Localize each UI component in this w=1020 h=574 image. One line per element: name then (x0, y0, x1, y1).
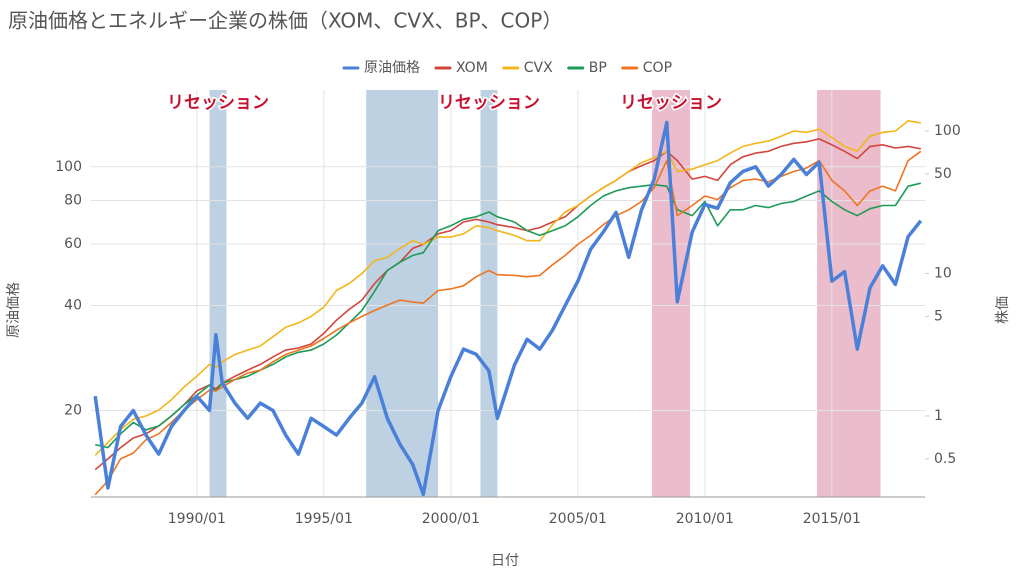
legend-label: 原油価格 (364, 60, 420, 76)
y-tick-label: 100 (55, 159, 82, 175)
y2-tick-label: 0.5 (934, 451, 956, 467)
recession-band (651, 90, 691, 497)
bands (209, 90, 881, 497)
recession-band (209, 90, 227, 497)
y2-tick-label: 10 (934, 265, 952, 281)
legend-label: BP (589, 60, 607, 76)
x-tick-label: 2015/01 (803, 511, 861, 527)
recession-band (366, 90, 439, 497)
legend-label: COP (643, 60, 672, 76)
labels: リセッション リセッション リセッション (166, 92, 724, 115)
chart-title: 原油価格とエネルギー企業の株価（XOM、CVX、BP、COP） (8, 9, 562, 33)
y-tick-label: 20 (64, 403, 82, 419)
band-label: リセッション (167, 93, 269, 113)
x-axis-label: 日付 (491, 553, 519, 569)
band-label: リセッション (438, 93, 540, 113)
series-line (93, 120, 923, 497)
x-tick-label: 1995/01 (295, 511, 353, 527)
y2-tick-label: 50 (934, 166, 952, 182)
y2-tick-label: 100 (934, 123, 961, 139)
y-axis-label: 原油価格 (6, 282, 22, 338)
legend: 原油価格 XOM CVX BP COP (342, 60, 672, 76)
y-tick-label: 40 (64, 298, 82, 314)
series-line (94, 120, 921, 456)
lines (93, 120, 923, 497)
y-tick-label: 60 (64, 236, 82, 252)
y-tick-label: 80 (64, 193, 82, 209)
x-tick-label: 1990/01 (168, 511, 226, 527)
legend-label: CVX (524, 60, 553, 76)
legend-label: XOM (456, 60, 488, 76)
y2-axis-label: 株価 (995, 296, 1011, 324)
x-tick-label: 2010/01 (676, 511, 734, 527)
band-label: リセッション (620, 93, 722, 113)
x-tick-label: 2000/01 (422, 511, 480, 527)
y2-tick-label: 5 (934, 308, 943, 324)
y2-tick-label: 1 (934, 408, 943, 424)
x-tick-label: 2005/01 (549, 511, 607, 527)
recession-band (480, 90, 498, 497)
